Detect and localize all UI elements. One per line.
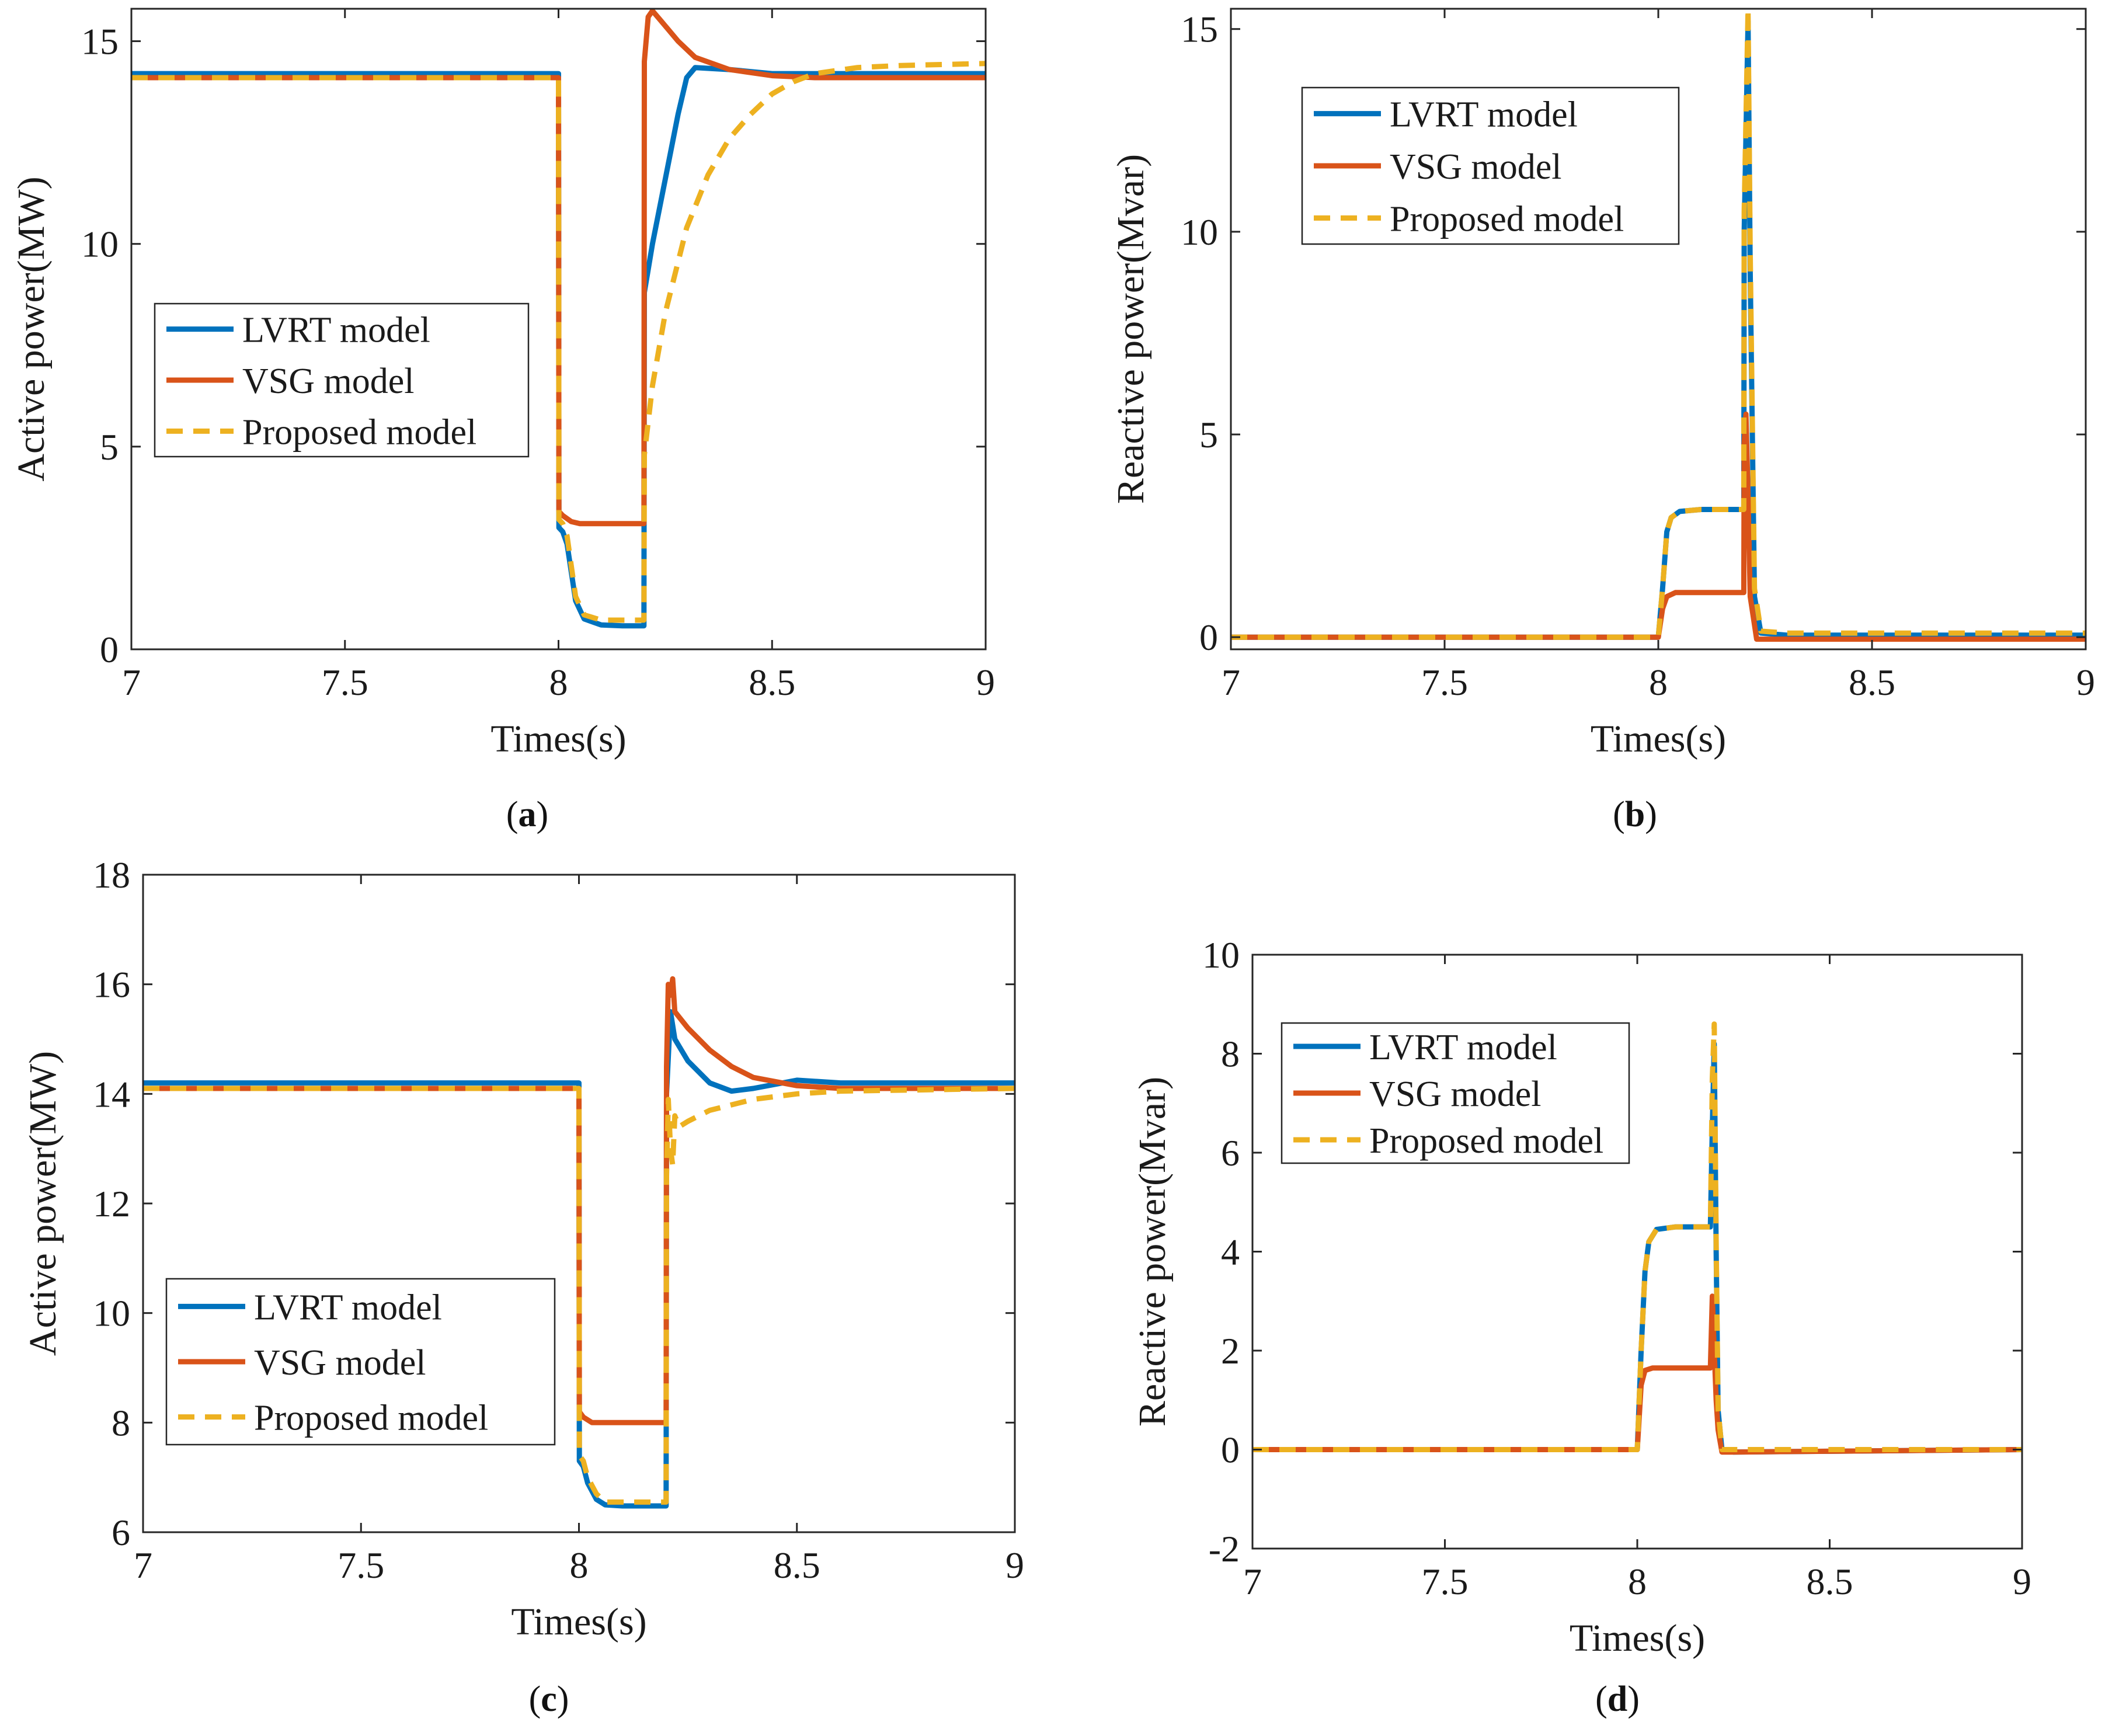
- chart-c-xtick-label: 8.5: [774, 1544, 820, 1586]
- chart-a-xtick-label: 9: [976, 662, 995, 703]
- chart-c-xlabel: Times(s): [511, 1601, 646, 1643]
- chart-d-ytick-label: 2: [1221, 1330, 1240, 1372]
- chart-c-ytick-label: 12: [93, 1183, 130, 1224]
- chart-d-ytick-label: 6: [1221, 1132, 1240, 1174]
- chart-a-legend-label: LVRT model: [242, 311, 430, 350]
- chart-d-ytick-label: 10: [1202, 934, 1240, 976]
- chart-b-ytick-label: 5: [1199, 414, 1218, 455]
- chart-b-xtick-label: 7.5: [1421, 662, 1468, 703]
- chart-b-legend: LVRT model VSG model Proposed model: [1301, 86, 1680, 245]
- chart-d-ylabel: Reactive power(Mvar): [1131, 1077, 1174, 1427]
- chart-d-xtick-label: 8.5: [1807, 1561, 1853, 1602]
- chart-b: 7 7.5 8 8.5 9 0 5 10 15 Times(s) Reactive power(Mv…: [1109, 8, 2095, 760]
- chart-b-legend-label: VSG model: [1390, 147, 1562, 187]
- chart-b-series-vsg-model: [1231, 411, 2086, 642]
- chart-c-xtick-label: 8: [570, 1544, 589, 1586]
- caption-d: (d): [1595, 1679, 1640, 1719]
- chart-d-xtick-label: 9: [2013, 1561, 2031, 1602]
- chart-d-xlabel: Times(s): [1570, 1617, 1705, 1660]
- caption-b: (b): [1613, 795, 1657, 834]
- chart-d-legend-label: VSG model: [1369, 1074, 1542, 1114]
- chart-a-xtick-label: 7: [122, 662, 141, 703]
- chart-c-series-group: [143, 976, 1015, 1509]
- chart-a-ylabel: Active power(MW): [10, 176, 53, 481]
- chart-c-xtick-label: 7: [134, 1544, 152, 1586]
- chart-d-legend-label: LVRT model: [1369, 1028, 1557, 1067]
- chart-a-ytick-label: 15: [81, 21, 119, 62]
- chart-b-ytick-label: 15: [1181, 9, 1218, 50]
- chart-b-legend-label: LVRT model: [1390, 95, 1578, 135]
- chart-d-ytick-label: 4: [1221, 1231, 1240, 1273]
- chart-a-series-vsg-model: [131, 9, 986, 527]
- chart-c-ytick-label: 6: [112, 1512, 130, 1553]
- chart-b-xlabel: Times(s): [1591, 718, 1726, 760]
- chart-c-legend-label: Proposed model: [254, 1398, 488, 1438]
- chart-b-xtick-label: 7: [1222, 662, 1240, 703]
- chart-c-ytick-label: 10: [93, 1293, 130, 1334]
- chart-a-ytick-label: 10: [81, 224, 119, 265]
- chart-b-ytick-label: 0: [1199, 617, 1218, 658]
- chart-d-ytick-label: 0: [1221, 1429, 1240, 1471]
- chart-b-ytick-label: 10: [1181, 211, 1218, 253]
- chart-d-series-group: [1252, 1021, 2022, 1455]
- chart-c-ytick-label: 16: [93, 964, 130, 1006]
- chart-d-xtick-label: 7: [1243, 1561, 1262, 1602]
- chart-a-xtick-label: 8.5: [749, 662, 795, 703]
- chart-b-xtick-label: 8.5: [1849, 662, 1895, 703]
- chart-c-ylabel: Active power(MW): [22, 1051, 64, 1356]
- chart-b-series-group: [1231, 9, 2086, 642]
- chart-c-legend-label: VSG model: [254, 1343, 426, 1383]
- caption-c: (c): [528, 1679, 569, 1719]
- chart-c: 7 7.5 8 8.5 9 6 8 10 12 14 16 18 Times(s) Active powe…: [22, 854, 1024, 1643]
- chart-a-legend: LVRT model VSG model Proposed model: [154, 302, 530, 458]
- chart-d-legend-label: Proposed model: [1369, 1121, 1603, 1161]
- chart-a-legend-label: VSG model: [242, 361, 415, 401]
- chart-a-series-proposed-model: [131, 61, 986, 623]
- chart-c-xtick-label: 9: [1005, 1544, 1024, 1586]
- chart-b-xtick-label: 9: [2076, 662, 2095, 703]
- chart-c-series-vsg-model: [143, 976, 1015, 1425]
- chart-a-xtick-label: 7.5: [322, 662, 368, 703]
- chart-d-series-vsg-model: [1252, 1293, 2022, 1455]
- chart-a-ytick-label: 5: [100, 426, 119, 468]
- chart-c-series-proposed-model: [143, 1086, 1015, 1505]
- chart-a-ytick-label: 0: [100, 629, 119, 670]
- chart-d-ytick-label: -2: [1209, 1528, 1240, 1570]
- chart-c-ytick-label: 18: [93, 854, 130, 896]
- chart-b-ylabel: Reactive power(Mvar): [1109, 154, 1152, 504]
- chart-d: 7 7.5 8 8.5 9 -2 0 2 4 6 8 10 Times(s) Reactive power…: [1131, 934, 2031, 1660]
- chart-a-xlabel: Times(s): [490, 718, 626, 760]
- chart-a-xtick-label: 8: [549, 662, 568, 703]
- chart-d-ytick-label: 8: [1221, 1034, 1240, 1075]
- chart-c-legend-label: LVRT model: [254, 1288, 442, 1327]
- chart-a-series-group: [131, 9, 986, 629]
- chart-c-xtick-label: 7.5: [337, 1544, 384, 1586]
- chart-d-xtick-label: 8: [1628, 1561, 1647, 1602]
- chart-d-series-proposed-model: [1252, 1021, 2022, 1452]
- chart-b-series-proposed-model: [1231, 9, 2086, 640]
- chart-a: 7 7.5 8 8.5 9 0 5 10 15 Times(s) Active power(MW) L…: [10, 8, 995, 760]
- chart-c-ytick-label: 8: [112, 1402, 130, 1443]
- chart-d-xtick-label: 7.5: [1422, 1561, 1469, 1602]
- chart-c-legend: LVRT model VSG model Proposed model: [165, 1278, 556, 1446]
- chart-c-ytick-label: 14: [93, 1073, 130, 1115]
- chart-b-legend-label: Proposed model: [1390, 199, 1624, 239]
- chart-d-legend: LVRT model VSG model Proposed model: [1281, 1022, 1630, 1164]
- caption-a: (a): [506, 795, 549, 834]
- chart-b-xtick-label: 8: [1649, 662, 1668, 703]
- chart-a-legend-label: Proposed model: [242, 412, 476, 452]
